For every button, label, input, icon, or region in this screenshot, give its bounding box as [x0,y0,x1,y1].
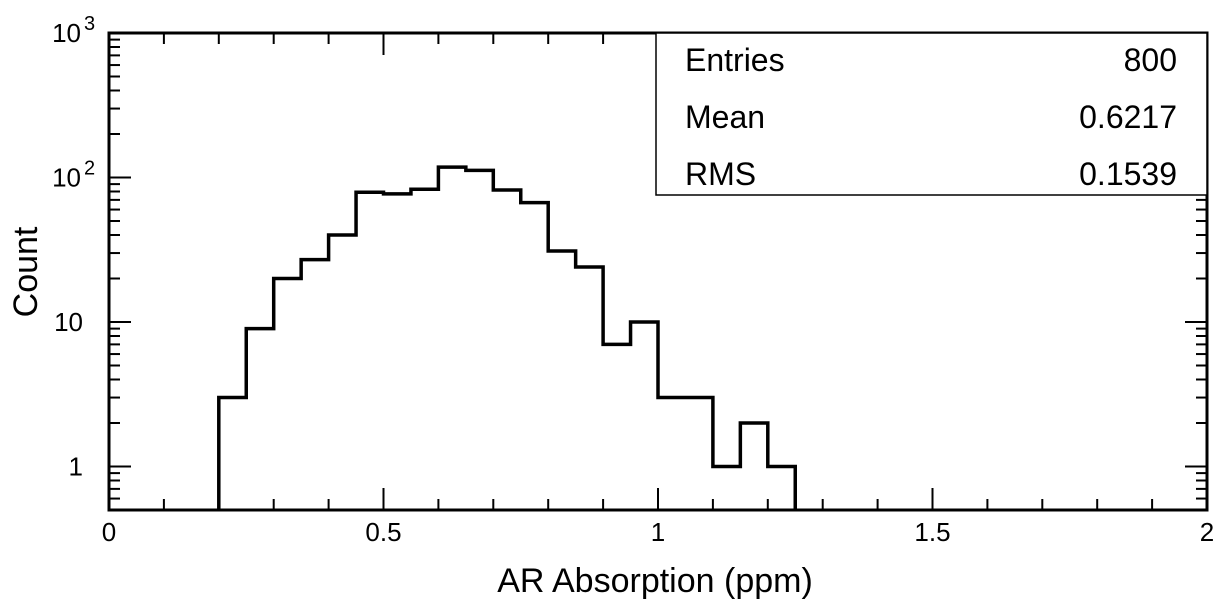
histogram-series-line [217,165,797,510]
y-axis-ticks [109,32,1207,511]
x-tick-label: 0 [102,517,116,547]
stats-box-frame [655,32,1208,196]
stats-box: Entries 800 Mean 0.6217 RMS 0.1539 [655,32,1208,196]
x-tick-label: 1 [651,517,665,547]
y-tick-exponent: 3 [84,13,95,35]
stats-value: 0.1539 [1079,156,1177,192]
y-tick-label: 10 [52,18,81,48]
y-tick-label: 1 [69,452,83,482]
x-axis-tick-labels: 0 0.5 1 1.5 2 [102,517,1214,547]
stats-value: 0.6217 [1079,99,1177,135]
y-tick-label: 10 [52,163,81,193]
x-axis-title: AR Absorption (ppm) [497,562,813,600]
x-tick-label: 0.5 [365,517,401,547]
stats-value: 800 [1124,42,1177,78]
stats-label: RMS [685,156,756,192]
y-tick-label: 10 [54,307,83,337]
stats-rows: Entries 800 Mean 0.6217 RMS 0.1539 [685,42,1177,192]
stats-label: Entries [685,42,785,78]
y-axis-title: Count [7,226,45,317]
y-tick-exponent: 2 [84,158,95,180]
x-tick-label: 1.5 [914,517,950,547]
stats-label: Mean [685,99,765,135]
x-tick-label: 2 [1200,517,1214,547]
